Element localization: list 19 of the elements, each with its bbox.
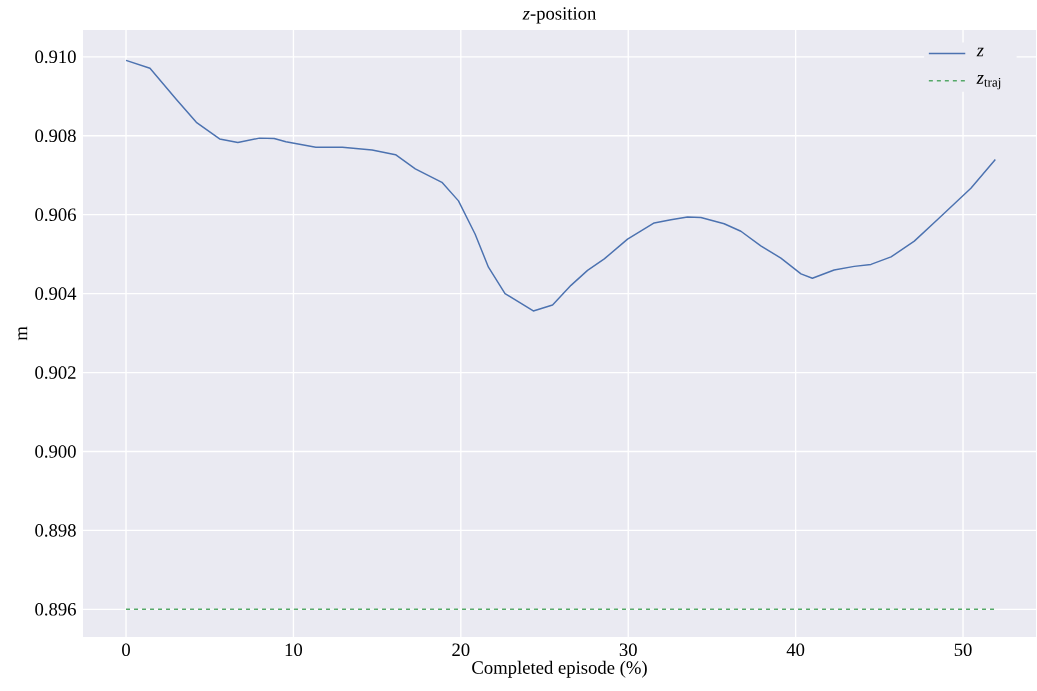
y-axis-title: m: [18, 326, 28, 341]
legend-label: z: [976, 47, 984, 57]
y-tick-label: 0.900: [35, 445, 76, 458]
chart-title: z-position: [522, 7, 597, 24]
x-tick-label: 50: [954, 643, 972, 657]
y-tick-label: 0.906: [35, 208, 76, 222]
y-tick-label: 0.896: [35, 603, 76, 616]
x-axis-title: Completed episode (%): [472, 660, 647, 678]
x-tick-label: 40: [786, 643, 805, 657]
y-tick-label: 0.902: [35, 366, 76, 379]
y-tick-label: 0.910: [35, 50, 76, 64]
y-tick-label: 0.908: [35, 129, 76, 143]
x-tick-label: 0: [122, 643, 130, 657]
y-tick-label: 0.904: [35, 287, 77, 300]
legend-label: z$_{traj}$: [976, 75, 1001, 90]
x-tick-label: 10: [285, 643, 303, 657]
x-tick-label: 30: [619, 643, 637, 657]
x-tick-label: 20: [452, 643, 470, 657]
y-tick-label: 0.898: [35, 524, 76, 537]
